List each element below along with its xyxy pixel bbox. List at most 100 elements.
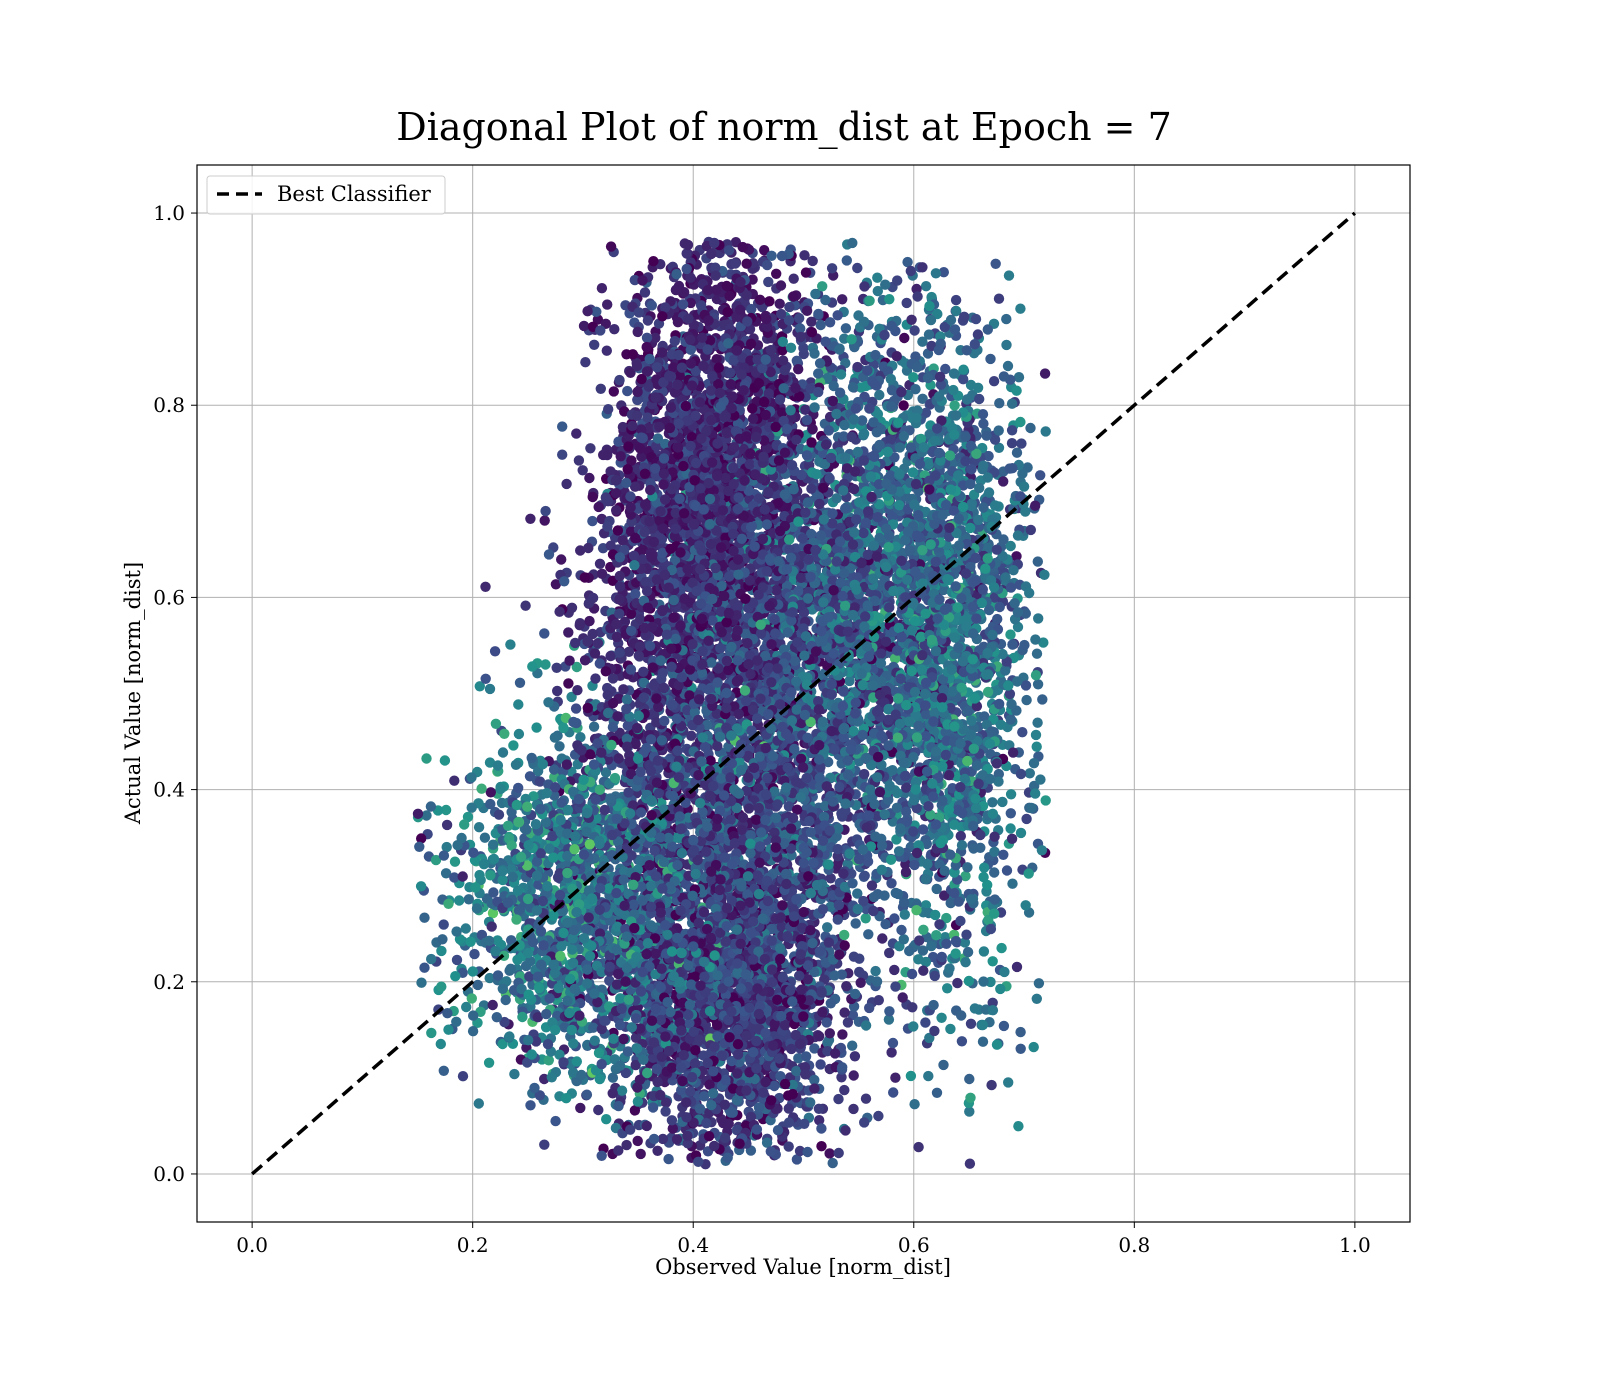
- data-point: [816, 1141, 827, 1152]
- data-point: [827, 1157, 838, 1169]
- data-point: [849, 1051, 861, 1062]
- data-point: [841, 255, 852, 266]
- data-point: [978, 976, 989, 987]
- data-point: [1005, 714, 1016, 725]
- data-point: [419, 912, 430, 923]
- data-point: [607, 1072, 619, 1083]
- data-point: [473, 822, 485, 833]
- data-point: [848, 1103, 859, 1115]
- data-point: [463, 894, 474, 905]
- data-point: [546, 1072, 557, 1083]
- data-point: [1000, 665, 1011, 676]
- data-point: [902, 256, 913, 268]
- data-point: [1033, 613, 1044, 624]
- data-point: [824, 1148, 835, 1159]
- data-point: [863, 929, 874, 940]
- data-point: [1039, 368, 1051, 379]
- data-point: [539, 515, 550, 526]
- data-point: [833, 1093, 844, 1105]
- data-point: [578, 320, 590, 332]
- data-point: [539, 628, 550, 639]
- data-point: [1013, 372, 1025, 383]
- data-point: [859, 870, 870, 881]
- data-points: [412, 236, 1051, 1170]
- data-point: [1013, 1121, 1024, 1132]
- data-point: [469, 948, 480, 960]
- data-point: [621, 1139, 632, 1151]
- data-point: [665, 402, 677, 413]
- data-point: [1015, 827, 1027, 839]
- data-point: [584, 472, 595, 484]
- data-point: [906, 314, 917, 325]
- data-point: [622, 385, 633, 397]
- data-point: [587, 515, 598, 527]
- data-point: [942, 983, 953, 994]
- data-point: [938, 1059, 949, 1071]
- data-point: [1011, 551, 1022, 562]
- data-point: [416, 833, 427, 844]
- data-point: [599, 804, 610, 816]
- data-point: [613, 1145, 624, 1156]
- data-point: [473, 1098, 484, 1109]
- data-point: [419, 962, 430, 973]
- data-point: [974, 393, 985, 405]
- data-point: [1004, 688, 1016, 700]
- data-point: [987, 956, 998, 967]
- data-point: [1020, 506, 1031, 517]
- data-point: [964, 1106, 975, 1117]
- data-point: [577, 465, 588, 476]
- data-point: [860, 1093, 872, 1104]
- data-point: [813, 308, 824, 320]
- data-point: [426, 1027, 437, 1039]
- data-point: [1002, 360, 1014, 372]
- data-point: [987, 797, 998, 808]
- data-point: [575, 1102, 586, 1114]
- data-point: [839, 929, 850, 941]
- data-point: [1003, 270, 1015, 281]
- data-point: [793, 1053, 804, 1064]
- data-point: [426, 953, 437, 965]
- data-point: [686, 730, 697, 741]
- data-point: [994, 398, 1005, 409]
- data-point: [497, 747, 509, 758]
- data-point: [525, 513, 536, 524]
- data-point: [872, 408, 884, 420]
- data-point: [571, 661, 582, 673]
- data-point: [1024, 768, 1036, 779]
- data-point: [497, 1038, 508, 1050]
- chart-title: Diagonal Plot of norm_dist at Epoch = 7: [396, 105, 1172, 150]
- data-point: [884, 947, 895, 959]
- data-point: [1016, 438, 1027, 449]
- data-point: [508, 740, 519, 751]
- data-point: [531, 722, 542, 733]
- data-point: [1031, 993, 1043, 1004]
- data-point: [746, 303, 757, 315]
- data-point: [925, 809, 936, 820]
- data-point: [1001, 313, 1012, 325]
- data-point: [525, 1100, 536, 1111]
- data-point: [872, 272, 883, 283]
- data-point: [921, 838, 932, 850]
- data-point: [972, 329, 984, 340]
- data-point: [1030, 729, 1042, 741]
- data-point: [788, 273, 799, 284]
- data-point: [763, 276, 774, 288]
- data-point: [663, 1153, 674, 1165]
- data-point: [931, 883, 942, 895]
- data-point: [489, 646, 501, 657]
- data-point: [815, 319, 826, 331]
- data-point: [600, 767, 612, 778]
- data-point: [483, 1057, 495, 1069]
- data-point: [791, 1154, 803, 1165]
- data-point: [917, 945, 929, 956]
- data-point: [829, 970, 840, 981]
- data-point: [513, 699, 524, 710]
- data-point: [939, 890, 950, 901]
- data-point: [490, 718, 502, 729]
- data-point: [505, 963, 516, 974]
- data-point: [540, 505, 551, 517]
- data-point: [990, 258, 1001, 269]
- data-point: [993, 768, 1004, 780]
- data-point: [1020, 900, 1031, 911]
